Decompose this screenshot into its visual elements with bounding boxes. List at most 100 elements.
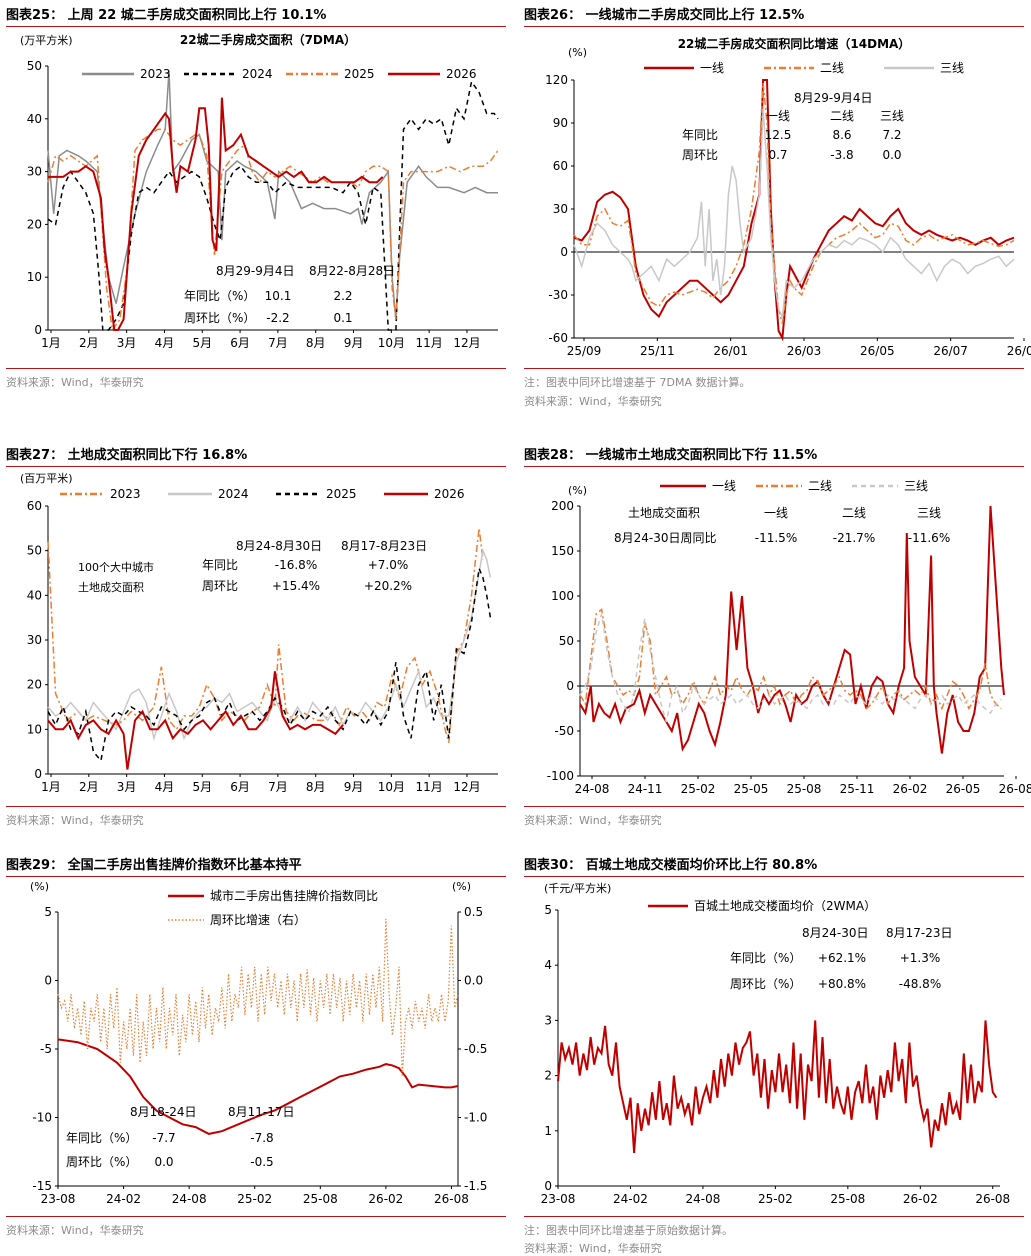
legend-label-三线: 三线 (904, 479, 928, 493)
series-line-一线 (579, 505, 1005, 754)
annot-header: 一线 (764, 506, 788, 520)
annot-cell: +62.1% (818, 951, 866, 965)
legend-label-2026: 2026 (434, 487, 465, 501)
series-line-周环比增速（右） (57, 918, 459, 1077)
x-tick-label: 12月 (453, 780, 480, 794)
y-tick-label: -15 (32, 1179, 52, 1193)
x-tick-label: 25/11 (640, 344, 675, 358)
annot-cell: 周环比 (682, 148, 718, 162)
y-tick-label: 0 (566, 679, 574, 693)
y-tick-label: 30 (27, 633, 42, 647)
x-tick-label: 26/07 (933, 344, 968, 358)
x-tick-label: 26/03 (787, 344, 822, 358)
y-axis-unit: (%) (568, 46, 587, 59)
x-tick-label: 26-08 (434, 1192, 469, 1206)
panel-27-rule-bottom (6, 806, 506, 807)
x-tick-label: 6月 (230, 336, 250, 350)
x-tick-label: 6月 (230, 780, 250, 794)
annot-cell: 年同比 (202, 558, 238, 572)
y-tick-label: 0 (544, 1179, 552, 1193)
panel-26-rule (524, 26, 1024, 27)
annot-cell: -7.7 (152, 1131, 175, 1145)
x-tick-label: 25-08 (303, 1192, 338, 1206)
panel-27-rule (6, 466, 506, 467)
y-tick-label: -50 (554, 724, 574, 738)
y-axis-unit: (万平方米) (20, 33, 73, 47)
legend-label-三线: 三线 (940, 61, 964, 75)
y-tick-label: -10 (32, 1111, 52, 1125)
annot-cell: 0.7 (768, 148, 787, 162)
y2-tick-label: -0.5 (464, 1042, 487, 1056)
y2-tick-label: -1.0 (464, 1111, 487, 1125)
legend-label-周环比增速（右）: 周环比增速（右） (210, 912, 306, 927)
annot-cell: -48.8% (899, 977, 941, 991)
annot-cell: 10.1 (265, 289, 292, 303)
chart-26: -60 -30 0 30 60 90 120 25/09 25/11 26/01 26/03 26/0… (545, 36, 1031, 358)
x-tick-label: 7月 (268, 336, 288, 350)
annot-header: 三线 (917, 506, 941, 520)
y-tick-label: 0 (34, 767, 42, 781)
annot-cell: 周环比 (202, 579, 238, 593)
x-tick-label: 24-08 (575, 782, 610, 796)
annot-cell: -0.5 (250, 1155, 273, 1169)
panel-30-title: 图表30： 百城土地成交楼面均价环比上行 80.8% (524, 858, 818, 873)
annot-cell: -11.5% (755, 531, 797, 545)
panel-25: 图表25： 上周 22 城二手房成交面积同比上行 10.1% 0 10 20 30 40… (6, 4, 506, 394)
y2-tick-label: 0.5 (464, 905, 483, 919)
panel-27-source: 资料来源：Wind，华泰研究 (6, 814, 144, 827)
x-tick-label: 2月 (79, 336, 99, 350)
chart-25: 0 10 20 30 40 50 1月 2月 3月 4月 5月 6月 7月 8月 9月 10月 11月 12月 (万… (20, 32, 499, 350)
annot-cell: 年同比 (682, 128, 718, 142)
series-line-2023 (47, 528, 484, 743)
annot-cell: 7.2 (882, 128, 901, 142)
x-tick-label: 24-11 (628, 782, 663, 796)
annot-cell: 周环比（%） (730, 977, 801, 991)
x-tick-label: 3月 (117, 780, 137, 794)
panel-26-source: 资料来源：Wind，华泰研究 (524, 395, 662, 408)
x-tick-label: 1月 (41, 336, 61, 350)
y-tick-label: 3 (544, 1013, 552, 1027)
annot-cell: +20.2% (364, 579, 412, 593)
chart-title: 22城二手房成交面积同比增速（14DMA） (678, 36, 911, 51)
x-tick-label: 26-08 (999, 782, 1031, 796)
annot-cell: -21.7% (833, 531, 875, 545)
panel-30-note: 注：图表中同环比增速基于原始数据计算。 (524, 1224, 733, 1237)
y-tick-label: 20 (27, 217, 42, 231)
annot-cell: 周环比（%） (66, 1155, 137, 1169)
panel-29-rule (6, 876, 506, 877)
x-tick-label: 24-02 (106, 1192, 141, 1206)
x-tick-label: 25-05 (734, 782, 769, 796)
panel-29-title: 图表29： 全国二手房出售挂牌价指数环比基本持平 (6, 858, 302, 873)
annot-col: 三线 (880, 109, 904, 123)
annot-cell: -3.8 (830, 148, 853, 162)
annot-col: 一线 (766, 109, 790, 123)
legend-label-百城土地成交楼面均价（2WMA）: 百城土地成交楼面均价（2WMA） (694, 898, 876, 913)
x-tick-label: 2月 (79, 780, 99, 794)
chart-title: 22城二手房成交面积（7DMA） (180, 32, 356, 47)
legend-label-2025: 2025 (326, 487, 357, 501)
annot-cell: 年同比（%） (730, 951, 801, 965)
panel-26-rule-bottom (524, 368, 1024, 369)
annot-cell: +15.4% (272, 579, 320, 593)
x-tick-label: 24-08 (172, 1192, 207, 1206)
x-tick-label: 25-02 (237, 1192, 272, 1206)
y-tick-label: 10 (27, 722, 42, 736)
panel-30-rule-bottom (524, 1216, 1024, 1217)
panel-25-source: 资料来源：Wind，华泰研究 (6, 376, 144, 389)
y-tick-label: 50 (559, 634, 574, 648)
y-tick-label: 10 (27, 270, 42, 284)
x-tick-label: 4月 (155, 780, 175, 794)
series-line-2026 (48, 97, 384, 331)
annot-header: 8月18-24日 (130, 1105, 197, 1119)
panel-28-source: 资料来源：Wind，华泰研究 (524, 814, 662, 827)
panel-25-title: 图表25： 上周 22 城二手房成交面积同比上行 10.1% (6, 8, 327, 23)
y-tick-label: 4 (544, 958, 552, 972)
x-tick-label: 26/05 (860, 344, 895, 358)
y-tick-label: 200 (551, 499, 574, 513)
legend-label-2025: 2025 (344, 67, 375, 81)
y-tick-label: 50 (27, 59, 42, 73)
y-tick-label: 30 (553, 202, 568, 216)
annot-cell: +7.0% (368, 558, 409, 572)
series-line-三线 (573, 108, 1015, 320)
panel-26-title: 图表26： 一线城市二手房成交同比上行 12.5% (524, 8, 805, 23)
